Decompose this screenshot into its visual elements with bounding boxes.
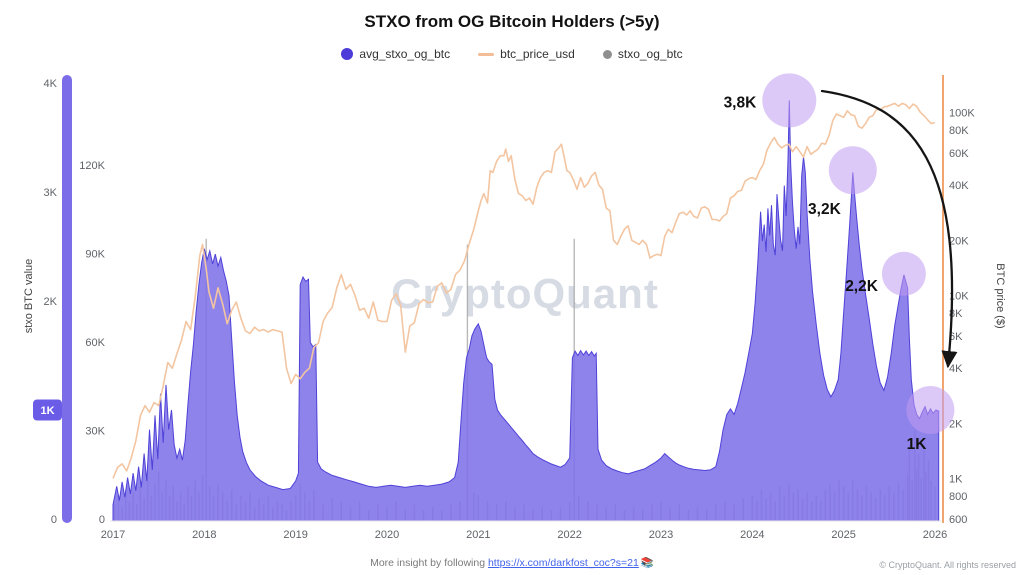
annotation-label: 1K — [907, 436, 928, 453]
annotation-circle — [906, 386, 955, 434]
stxo-legend-dot-icon — [602, 49, 612, 59]
btc-price-legend-line-icon — [478, 52, 495, 56]
x-tick-label: 2022 — [557, 529, 581, 541]
legend-item-avg-stxo[interactable]: avg_stxo_og_btc — [341, 47, 450, 61]
x-tick-label: 2021 — [466, 529, 490, 541]
x-tick-label: 2024 — [740, 529, 764, 541]
annotation-circle — [881, 251, 926, 296]
legend-item-btc-price[interactable]: btc_price_usd — [478, 47, 575, 61]
legend-label-btc-price: btc_price_usd — [500, 47, 575, 61]
footer-link[interactable]: https://x.com/darkfost_coc?s=21 — [487, 557, 639, 569]
left-axis-strip[interactable] — [62, 75, 72, 523]
x-tick-label: 2020 — [375, 529, 399, 541]
chart-legend: avg_stxo_og_btc btc_price_usd stxo_og_bt… — [0, 47, 1024, 61]
page-title: STXO from OG Bitcoin Holders (>5y) — [364, 12, 660, 31]
inner-left-tick-label: 30K — [85, 426, 105, 438]
left-tick-label: 1K — [40, 405, 54, 417]
inner-left-tick-label: 60K — [85, 337, 105, 349]
x-tick-label: 2017 — [101, 529, 125, 541]
right-tick-label: 40K — [949, 180, 969, 192]
legend-label-stxo: stxo_og_btc — [617, 47, 683, 61]
left-tick-label: 3K — [44, 187, 58, 199]
legend-label-avg-stxo: avg_stxo_og_btc — [359, 47, 451, 61]
right-axis-title: BTC price ($) — [994, 263, 1006, 329]
left-tick-label: 2K — [44, 296, 58, 308]
inner-left-tick-label: 0 — [99, 514, 105, 526]
right-tick-label: 4K — [949, 363, 963, 375]
footer-note: More insight by following https://x.com/… — [0, 556, 1024, 569]
x-tick-label: 2026 — [923, 529, 947, 541]
right-tick-label: 1K — [949, 473, 963, 485]
right-tick-label: 2K — [949, 418, 963, 430]
copyright-text: © CryptoQuant. All rights reserved — [879, 560, 1016, 570]
x-tick-label: 2023 — [649, 529, 673, 541]
right-tick-label: 100K — [949, 107, 975, 119]
x-tick-label: 2019 — [283, 529, 307, 541]
right-tick-label: 600 — [949, 514, 967, 526]
right-tick-label: 10K — [949, 290, 969, 302]
annotation-label: 2,2K — [845, 278, 879, 295]
left-axis-title: stxo BTC value — [23, 258, 35, 334]
avg-stxo-area-series — [112, 100, 940, 522]
books-emoji-icon: 📚 — [640, 557, 654, 569]
right-tick-label: 80K — [949, 125, 969, 137]
left-tick-badge — [33, 399, 62, 421]
annotation-circle — [762, 73, 817, 128]
x-tick-label: 2025 — [831, 529, 855, 541]
decline-arrow-icon — [820, 89, 958, 369]
right-tick-label: 20K — [949, 235, 969, 247]
annotation-label: 3,8K — [724, 94, 758, 111]
legend-item-stxo[interactable]: stxo_og_btc — [602, 47, 683, 61]
btc-price-line-series — [112, 102, 936, 479]
right-tick-label: 800 — [949, 491, 967, 503]
annotation-label: 3,2K — [808, 201, 842, 218]
right-tick-label: 6K — [949, 331, 963, 343]
inner-left-tick-label: 90K — [85, 249, 105, 261]
left-tick-label: 0 — [51, 514, 57, 526]
annotation-circle — [828, 146, 877, 195]
x-tick-label: 2018 — [192, 529, 216, 541]
right-tick-label: 60K — [949, 148, 969, 160]
inner-left-tick-label: 120K — [79, 160, 105, 172]
left-tick-label: 4K — [44, 78, 58, 90]
avg-stxo-legend-dot-icon — [341, 48, 354, 60]
footer-text: More insight by following — [370, 557, 488, 569]
